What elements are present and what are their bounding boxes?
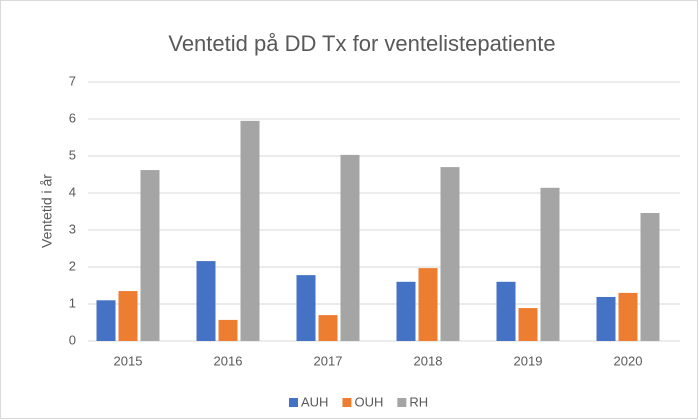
bar bbox=[218, 319, 238, 341]
bar bbox=[518, 308, 538, 341]
x-tick-label: 2020 bbox=[614, 353, 643, 368]
bar bbox=[496, 281, 516, 341]
bar bbox=[596, 296, 616, 341]
x-tick-label: 2016 bbox=[214, 353, 243, 368]
y-tick-label: 4 bbox=[69, 184, 76, 199]
chart-title: Ventetid på DD Tx for ventelistepatiente bbox=[168, 31, 555, 56]
legend-swatch bbox=[289, 398, 298, 407]
bar bbox=[140, 170, 160, 341]
y-tick-label: 1 bbox=[69, 295, 76, 310]
x-tick-label: 2015 bbox=[114, 353, 143, 368]
y-tick-label: 5 bbox=[69, 147, 76, 162]
bar bbox=[296, 275, 316, 341]
legend-swatch bbox=[342, 398, 352, 407]
legend-label: OUH bbox=[354, 394, 383, 409]
bar bbox=[240, 120, 260, 341]
legend-label: RH bbox=[409, 394, 428, 409]
bar bbox=[418, 268, 438, 341]
x-tick-label: 2018 bbox=[414, 353, 443, 368]
bar bbox=[618, 292, 638, 341]
bar bbox=[340, 154, 360, 341]
bar bbox=[196, 261, 216, 341]
bar bbox=[396, 281, 416, 341]
y-tick-label: 3 bbox=[69, 221, 76, 236]
bar bbox=[318, 315, 338, 341]
x-tick-label: 2019 bbox=[514, 353, 543, 368]
y-tick-label: 0 bbox=[69, 332, 76, 347]
x-tick-label: 2017 bbox=[314, 353, 343, 368]
legend-swatch bbox=[397, 398, 407, 407]
bar bbox=[640, 212, 660, 341]
y-axis-label: Ventetid i år bbox=[39, 174, 55, 248]
bar bbox=[118, 291, 138, 341]
y-tick-label: 7 bbox=[69, 73, 76, 88]
y-tick-label: 6 bbox=[69, 110, 76, 125]
bar bbox=[440, 167, 460, 341]
bar bbox=[96, 300, 116, 341]
legend-label: AUH bbox=[301, 394, 328, 409]
bar bbox=[540, 187, 560, 341]
y-tick-label: 2 bbox=[69, 258, 76, 273]
